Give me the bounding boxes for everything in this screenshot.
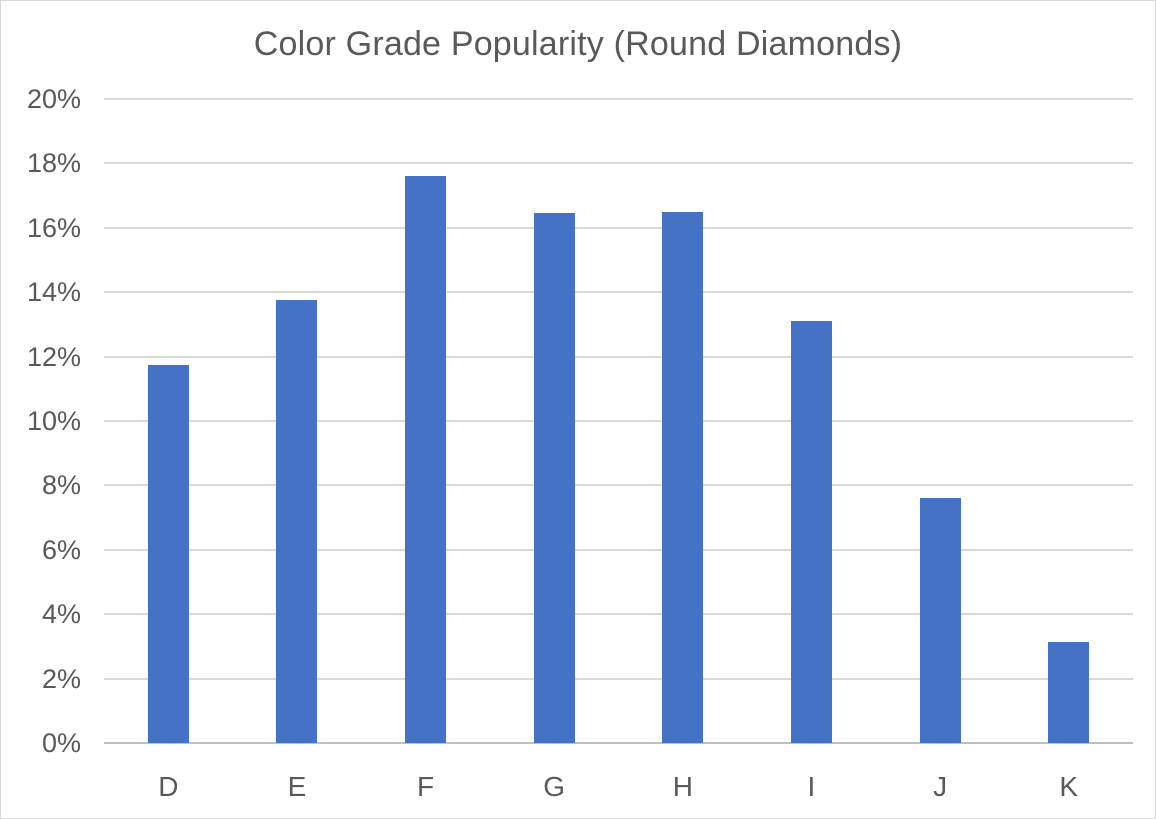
y-tick-label-2: 2% (41, 663, 81, 694)
bar-G (533, 213, 575, 743)
y-tick-label-8: 8% (41, 470, 81, 501)
x-tick-label-H: H (672, 771, 693, 802)
y-tick-label-18: 18% (26, 148, 81, 179)
y-tick-label-0: 0% (41, 728, 81, 758)
gridline-2 (104, 677, 1133, 680)
y-tick-label-12: 12% (26, 341, 81, 372)
gridline-4 (104, 613, 1133, 616)
y-tick-label-20: 20% (26, 84, 81, 114)
bar-J (919, 498, 961, 743)
gridline-14 (104, 291, 1133, 294)
gridline-18 (104, 162, 1133, 165)
gridline-10 (104, 420, 1133, 422)
bar-F (405, 176, 447, 743)
y-tick-label-6: 6% (41, 534, 81, 565)
x-tick-label-K: K (1059, 771, 1079, 802)
x-tick-label-J: J (933, 771, 948, 802)
x-tick-label-D: D (158, 771, 179, 802)
chart-title: Color Grade Popularity (Round Diamonds) (253, 25, 903, 63)
bar-E (276, 300, 318, 743)
bar-D (147, 364, 189, 743)
x-tick-label-I: I (807, 771, 816, 802)
bar-I (790, 321, 832, 743)
x-tick-label-F: F (417, 771, 435, 802)
y-tick-label-4: 4% (41, 599, 81, 630)
gridline-8 (104, 484, 1133, 487)
x-tick-label-E: E (287, 771, 307, 802)
y-tick-label-14: 14% (26, 277, 81, 308)
gridline-20 (104, 98, 1133, 100)
x-axis-line (104, 742, 1133, 744)
gridline-6 (104, 548, 1133, 551)
y-tick-label-16: 16% (26, 212, 81, 243)
x-tick-label-G: G (543, 771, 566, 802)
gridline-12 (104, 355, 1133, 358)
gridline-16 (104, 226, 1133, 229)
y-tick-label-10: 10% (26, 406, 81, 436)
bar-H (662, 211, 704, 743)
bar-K (1048, 641, 1090, 743)
